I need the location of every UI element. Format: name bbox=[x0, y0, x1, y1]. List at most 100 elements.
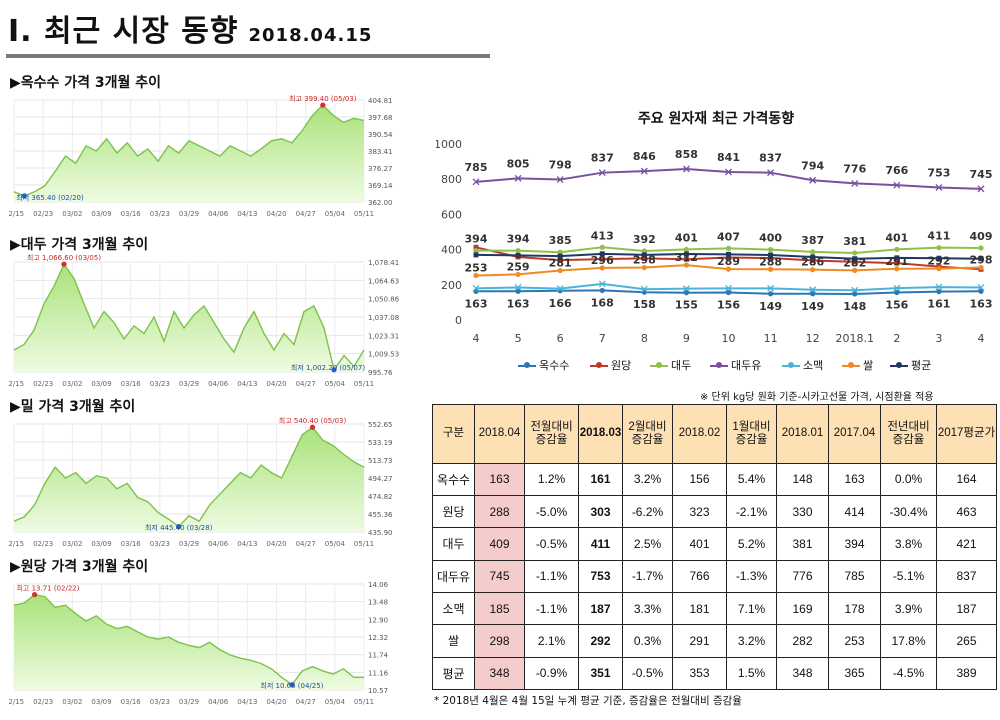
mini-y-tick: 455.36 bbox=[368, 511, 393, 519]
mini-x-label: 04/20 bbox=[266, 540, 286, 548]
table-header-cell: 2017.04 bbox=[828, 404, 881, 464]
table-header-cell: 1월대비 증감율 bbox=[726, 404, 777, 464]
mini-high-label: 최고 540.40 (05/03) bbox=[279, 416, 347, 425]
data-label: 400 bbox=[759, 232, 782, 245]
table-cell: 409 bbox=[474, 527, 525, 561]
mini-x-label: 04/27 bbox=[296, 210, 316, 218]
mini-y-tick: 397.68 bbox=[368, 114, 393, 122]
table-cell: 163 bbox=[828, 462, 881, 496]
mini-x-label: 03/29 bbox=[179, 210, 199, 218]
data-label: 298 bbox=[633, 254, 656, 267]
mini-low-marker bbox=[331, 367, 337, 373]
data-point bbox=[978, 245, 984, 251]
legend-item: 원당 bbox=[590, 357, 631, 373]
mini-y-tick: 10.57 bbox=[368, 687, 388, 695]
mini-y-tick: 1,009.53 bbox=[368, 351, 399, 359]
table-cell: 353 bbox=[672, 656, 727, 691]
unit-note: ※ 단위 kg당 원화 기준-시카고선물 가격, 시점환율 적용 bbox=[700, 392, 934, 403]
table-cell: 쌀 bbox=[432, 624, 475, 658]
mini-x-label: 04/27 bbox=[296, 698, 316, 706]
mini-y-tick: 12.32 bbox=[368, 634, 388, 642]
data-label: 401 bbox=[675, 231, 698, 244]
table-row: 쌀 298 2.1% 292 0.3% 291 3.2% 282 253 17.8% 265 bbox=[432, 624, 997, 658]
mini-x-label: 05/11 bbox=[354, 210, 374, 218]
x-tick-label: 10 bbox=[722, 332, 736, 345]
x-tick-label: 12 bbox=[806, 332, 820, 345]
data-label: 166 bbox=[549, 297, 572, 310]
mini-low-marker bbox=[289, 682, 295, 688]
data-point bbox=[683, 246, 690, 253]
x-tick-label: 11 bbox=[764, 332, 778, 345]
data-point bbox=[810, 267, 816, 273]
mini-x-label: 04/20 bbox=[266, 698, 286, 706]
data-point bbox=[767, 291, 774, 297]
y-tick-label: 200 bbox=[441, 279, 462, 292]
data-label: 407 bbox=[717, 230, 740, 243]
data-point bbox=[473, 252, 479, 258]
mini-x-label: 02/15 bbox=[8, 210, 24, 218]
mini-y-tick: 1,050.86 bbox=[368, 296, 400, 304]
data-label: 841 bbox=[717, 151, 740, 164]
mini-low-label: 최저 445.40 (03/28) bbox=[145, 523, 213, 532]
data-point bbox=[978, 256, 984, 262]
data-label: 168 bbox=[591, 296, 614, 309]
table-cell: 351 bbox=[578, 656, 623, 691]
mini-y-tick: 552.65 bbox=[368, 421, 393, 429]
data-label: 394 bbox=[507, 233, 530, 246]
data-label: 753 bbox=[927, 166, 950, 179]
mini-x-label: 02/15 bbox=[8, 380, 24, 388]
table-cell: 288 bbox=[474, 494, 525, 529]
table-header-cell: 2017평균가 bbox=[936, 404, 997, 464]
mini-x-label: 02/23 bbox=[33, 210, 53, 218]
data-point bbox=[473, 248, 479, 254]
mini-x-label: 03/16 bbox=[121, 210, 142, 218]
table-cell: 148 bbox=[776, 462, 829, 496]
mini-y-tick: 12.90 bbox=[368, 616, 388, 624]
data-point bbox=[683, 262, 690, 268]
mini-area bbox=[14, 594, 364, 690]
table-row: 원당 288 -5.0% 303 -6.2% 323 -2.1% 330 414 -30.4% 46… bbox=[432, 494, 997, 529]
mini-y-tick: 1,023.31 bbox=[368, 332, 399, 340]
mini-y-tick: 474.82 bbox=[368, 493, 393, 501]
mini-y-tick: 390.54 bbox=[368, 131, 393, 139]
mini-x-label: 03/16 bbox=[121, 380, 142, 388]
mini-area bbox=[14, 427, 364, 532]
data-label: 281 bbox=[549, 257, 572, 270]
mini-x-label: 05/11 bbox=[354, 698, 374, 706]
data-point bbox=[472, 284, 480, 292]
mini-title-wheat: ▶밀 가격 3개월 추이 bbox=[10, 399, 136, 415]
data-point bbox=[515, 248, 521, 254]
data-point bbox=[473, 272, 479, 279]
legend-label: 쌀 bbox=[863, 359, 874, 372]
data-label: 286 bbox=[801, 256, 824, 269]
table-cell: 평균 bbox=[432, 656, 475, 691]
data-label: 858 bbox=[675, 148, 698, 161]
data-point bbox=[598, 280, 606, 288]
table-cell: 330 bbox=[776, 494, 829, 529]
table-cell: 5.4% bbox=[726, 462, 777, 496]
table-cell: 1.2% bbox=[524, 462, 579, 496]
table-cell: 3.8% bbox=[880, 527, 937, 561]
mini-x-label: 05/11 bbox=[354, 540, 374, 548]
mini-x-label: 03/23 bbox=[150, 698, 170, 706]
data-label: 409 bbox=[970, 230, 993, 243]
data-point bbox=[894, 246, 900, 253]
table-cell: 303 bbox=[578, 494, 623, 529]
mini-x-label: 04/20 bbox=[266, 380, 286, 388]
data-label: 392 bbox=[633, 233, 656, 246]
mini-x-label: 03/23 bbox=[150, 210, 170, 218]
table-cell: 185 bbox=[474, 591, 525, 626]
table-cell: -0.9% bbox=[524, 656, 579, 691]
chart-title: 주요 원자재 최근 가격동향 bbox=[637, 111, 795, 127]
mini-x-label: 03/02 bbox=[62, 698, 82, 706]
data-label: 149 bbox=[759, 300, 782, 313]
mini-high-marker bbox=[31, 592, 38, 598]
mini-low-label: 최저 1,002.20 (05/07) bbox=[291, 363, 365, 372]
table-cell: -2.1% bbox=[726, 494, 777, 529]
table-cell: -5.1% bbox=[880, 559, 937, 593]
data-point bbox=[810, 249, 816, 255]
table-header-cell: 전년대비 증감율 bbox=[880, 404, 937, 464]
data-label: 798 bbox=[549, 159, 572, 172]
mini-y-tick: 13.48 bbox=[368, 599, 388, 607]
legend-swatch bbox=[842, 362, 860, 368]
